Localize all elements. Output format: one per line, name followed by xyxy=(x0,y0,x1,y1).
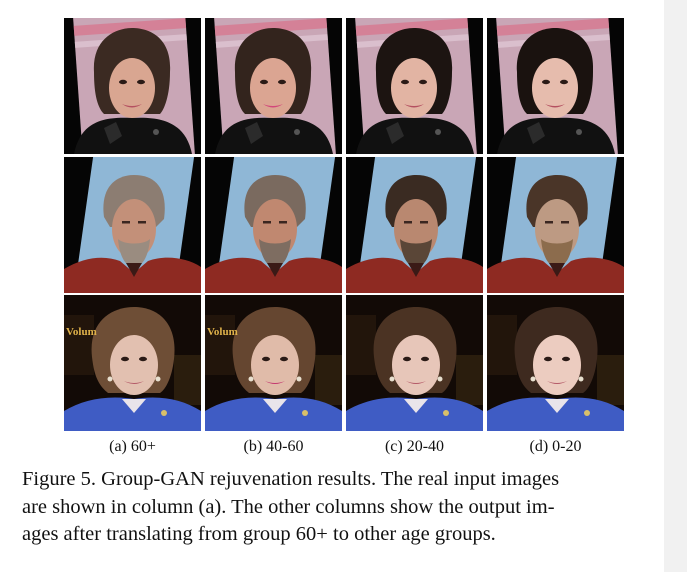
face-image-r2-c2 xyxy=(205,157,342,293)
face-image-r2-c1 xyxy=(64,157,201,293)
face-image-r3-c1: Volum xyxy=(64,295,201,431)
column-captions: (a) 60+ (b) 40-60 (c) 20-40 (d) 0-20 xyxy=(64,436,626,460)
column-caption-a: (a) 60+ xyxy=(109,438,156,455)
face-image-grid: Volum Volum xyxy=(64,18,626,432)
face-image-r3-c2: Volum xyxy=(205,295,342,431)
backdrop-text: Volum xyxy=(207,326,238,338)
column-caption-c: (c) 20-40 xyxy=(384,438,445,455)
face-image-r1-c2 xyxy=(205,18,342,154)
column-caption-d: (d) 0-20 xyxy=(529,438,582,455)
figure-caption-line-2: are shown in column (a). The other colum… xyxy=(22,495,555,518)
face-image-r1-c3 xyxy=(346,18,483,154)
face-image-r2-c4 xyxy=(487,157,624,293)
face-image-r2-c3 xyxy=(346,157,483,293)
face-image-r1-c1 xyxy=(64,18,201,154)
column-caption-b: (b) 40-60 xyxy=(243,438,304,455)
page-edge-strip xyxy=(664,0,687,572)
face-image-r1-c4 xyxy=(487,18,624,154)
backdrop-text: Volum xyxy=(66,326,97,338)
face-image-r3-c4 xyxy=(487,295,624,431)
figure-caption-line-3: ages after translating from group 60+ to… xyxy=(22,523,496,545)
face-image-r3-c3 xyxy=(346,295,483,431)
figure-caption: Figure 5. Group-GAN rejuvenation results… xyxy=(22,466,662,549)
figure-caption-line-1: Figure 5. Group-GAN rejuvenation results… xyxy=(22,468,560,490)
